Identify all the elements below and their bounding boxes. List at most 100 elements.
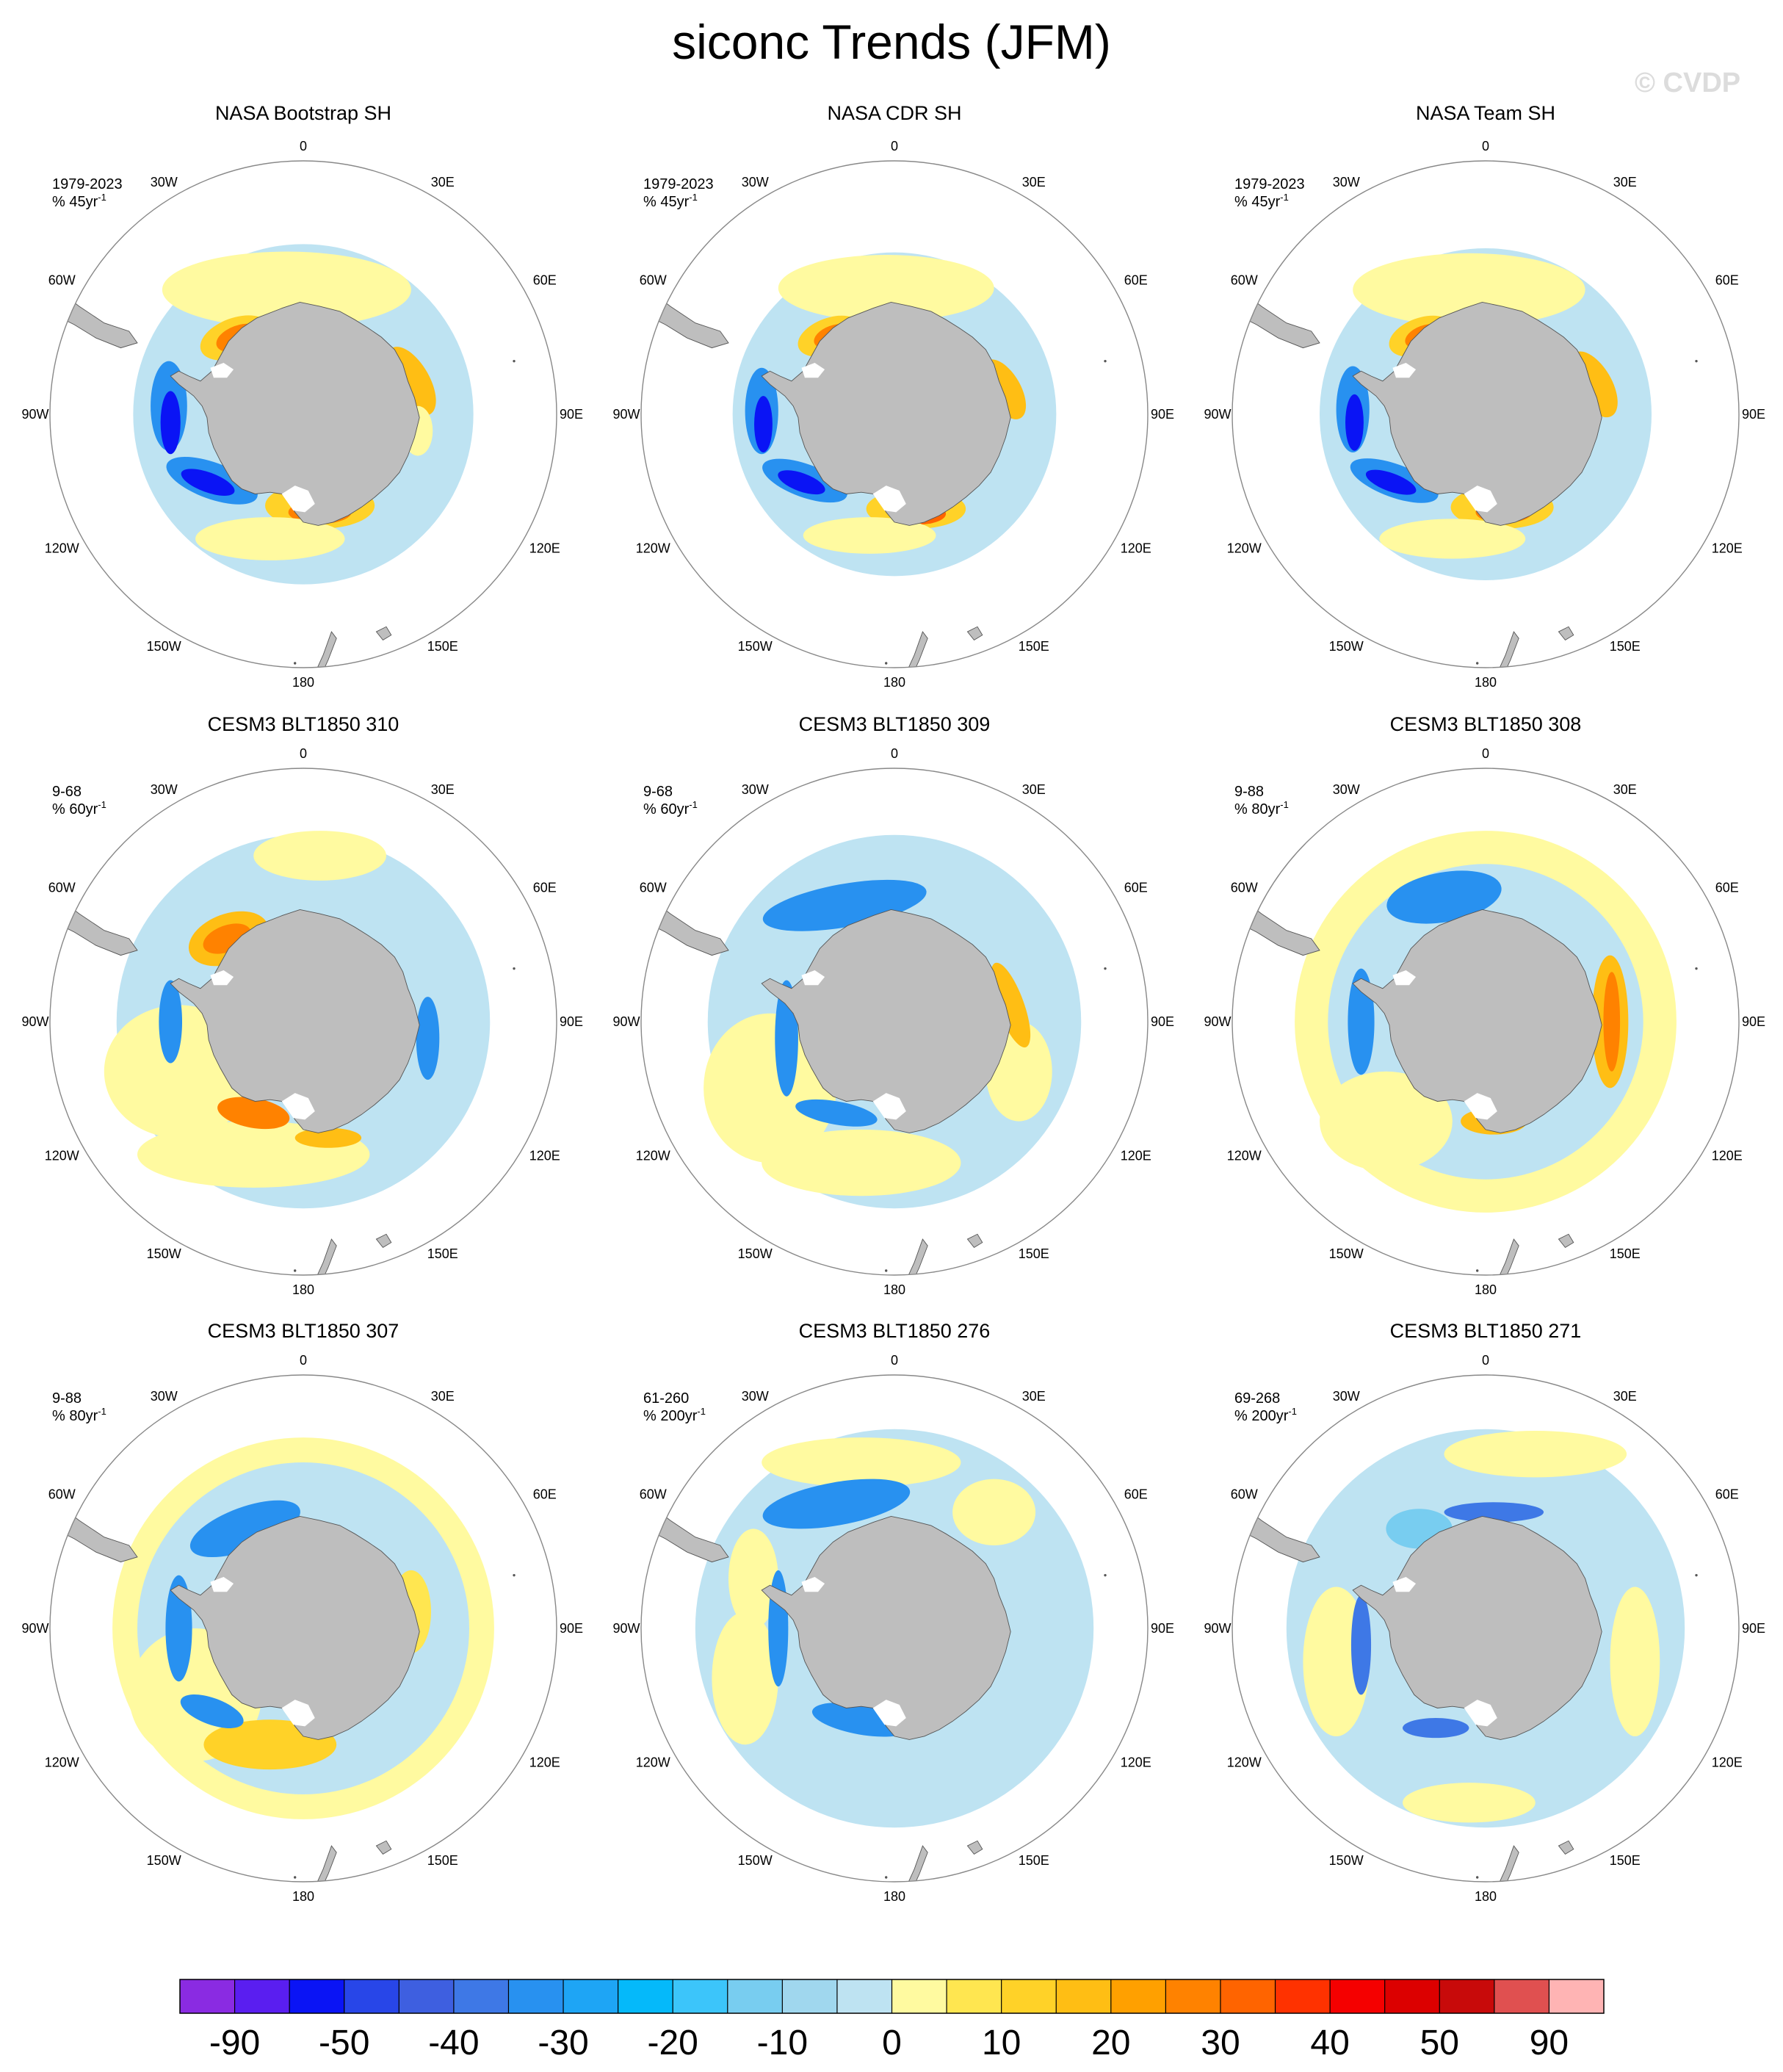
panel-title: CESM3 BLT1850 307 [208, 1320, 399, 1342]
panel-title: CESM3 BLT1850 309 [799, 713, 991, 735]
units-exponent: -1 [1288, 1406, 1297, 1417]
longitude-label: 30E [431, 175, 455, 189]
longitude-label: 30E [1022, 175, 1046, 189]
longitude-label: 0 [300, 1353, 307, 1368]
longitude-label: 60W [640, 1487, 667, 1502]
colorbar-swatch [1001, 1979, 1057, 2013]
longitude-label: 60W [640, 273, 667, 288]
island [1476, 662, 1479, 665]
longitude-label: 150W [147, 1246, 181, 1261]
longitude-label: 120E [1712, 1149, 1743, 1163]
map-panel: 0 30E 60E 90E 120E 150E 180 150W 120W 90W 60W 30W CE… [1204, 1320, 1765, 1904]
longitude-label: 60E [1715, 1487, 1739, 1502]
island [294, 1876, 297, 1879]
map-field [1232, 161, 1739, 668]
colorbar-swatch [1110, 1979, 1166, 2013]
trend-area [991, 962, 1031, 1048]
longitude-label: 150E [1019, 639, 1049, 654]
map-field [641, 768, 1148, 1275]
ross-ice-shelf [1464, 485, 1497, 513]
longitude-label: 120E [1712, 1755, 1743, 1770]
tasmania-landmass [966, 1840, 983, 1855]
tasmania-landmass [966, 626, 983, 640]
ice-shelf [1392, 362, 1417, 378]
map-boundary [640, 1374, 1149, 1883]
map-panel: 0 30E 60E 90E 120E 150E 180 150W 120W 90W 60W 30W CE… [21, 1320, 583, 1904]
period-label: 1979-2023 [643, 176, 714, 192]
ross-ice-shelf [872, 485, 906, 513]
map-boundary [49, 768, 557, 1276]
longitude-label: 150W [147, 1853, 181, 1868]
longitude-label: 30W [1333, 175, 1360, 189]
map-field [641, 161, 1148, 668]
trend-area [181, 469, 235, 496]
longitude-label: 120W [1227, 1149, 1262, 1163]
longitude-label: 90E [560, 1621, 583, 1636]
colorbar-swatch [892, 1979, 947, 2013]
island [1695, 1573, 1698, 1577]
units-exponent: -1 [98, 192, 106, 203]
map-boundary [640, 768, 1149, 1276]
new-zealand-landmass [905, 631, 928, 668]
map-boundary [1232, 1374, 1740, 1883]
map-panel: 0 30E 60E 90E 120E 150E 180 150W 120W 90W 60W 30W CE… [1204, 713, 1765, 1297]
trend-area [952, 1479, 1036, 1545]
colorbar-swatch [947, 1979, 1002, 2013]
new-zealand-landmass [1497, 1845, 1519, 1882]
ross-ice-shelf [1464, 1700, 1497, 1727]
longitude-label: 150W [738, 1246, 773, 1261]
units-label: % 200yr-1 [643, 1406, 706, 1424]
tasmania-landmass [1558, 1840, 1574, 1855]
tasmania-landmass [1558, 1233, 1574, 1248]
ice-shelf [801, 362, 825, 378]
trend-area [217, 1097, 290, 1130]
trend-area [1444, 1502, 1544, 1523]
longitude-label: 150W [1329, 1246, 1364, 1261]
colorbar-swatch [782, 1979, 838, 2013]
longitude-label: 30W [151, 175, 178, 189]
island [885, 1876, 888, 1879]
colorbar-swatch [618, 1979, 673, 2013]
units-label: % 200yr-1 [1234, 1406, 1297, 1424]
tasmania-landmass [375, 1840, 392, 1855]
trend-area [195, 517, 345, 560]
longitude-label: 0 [300, 746, 307, 761]
longitude-label: 120W [1227, 1755, 1262, 1770]
units-exponent: -1 [1280, 192, 1289, 203]
longitude-label: 30W [151, 1389, 178, 1404]
longitude-label: 180 [1475, 1282, 1497, 1297]
trend-area [1603, 972, 1621, 1072]
trend-area [795, 1099, 878, 1127]
colorbar-swatch [1220, 1979, 1276, 2013]
longitude-label: 120W [45, 1755, 79, 1770]
colorbar-swatch [234, 1979, 290, 2013]
trend-area [1403, 1783, 1536, 1823]
map-field [50, 161, 557, 668]
colorbar-swatch [1494, 1979, 1549, 2013]
colorbar-swatch [453, 1979, 509, 2013]
trend-area [189, 1500, 300, 1558]
island [1104, 967, 1107, 970]
longitude-label: 30W [151, 782, 178, 797]
period-label: 9-68 [643, 784, 673, 800]
longitude-label: 120E [1121, 1755, 1151, 1770]
map-panel: 0 30E 60E 90E 120E 150E 180 150W 120W 90W 60W 30W CE… [612, 713, 1174, 1297]
trend-area [1386, 870, 1502, 924]
new-zealand-landmass [905, 1238, 928, 1275]
map-boundary [1232, 768, 1740, 1276]
trend-area [160, 391, 181, 455]
panel-title: CESM3 BLT1850 308 [1390, 713, 1582, 735]
panel-title: CESM3 BLT1850 271 [1390, 1320, 1582, 1342]
longitude-label: 120W [45, 541, 79, 556]
colorbar-label: -90 [209, 2024, 260, 2062]
longitude-label: 30E [1613, 175, 1637, 189]
longitude-label: 30E [1613, 782, 1637, 797]
longitude-label: 180 [292, 675, 314, 690]
longitude-label: 60W [1231, 881, 1258, 895]
island [885, 1269, 888, 1272]
ice-shelf [1392, 970, 1417, 986]
longitude-label: 90W [1204, 1014, 1231, 1029]
trend-area [1353, 253, 1585, 327]
ross-ice-shelf [281, 1700, 315, 1727]
longitude-label: 90W [1204, 1621, 1231, 1636]
